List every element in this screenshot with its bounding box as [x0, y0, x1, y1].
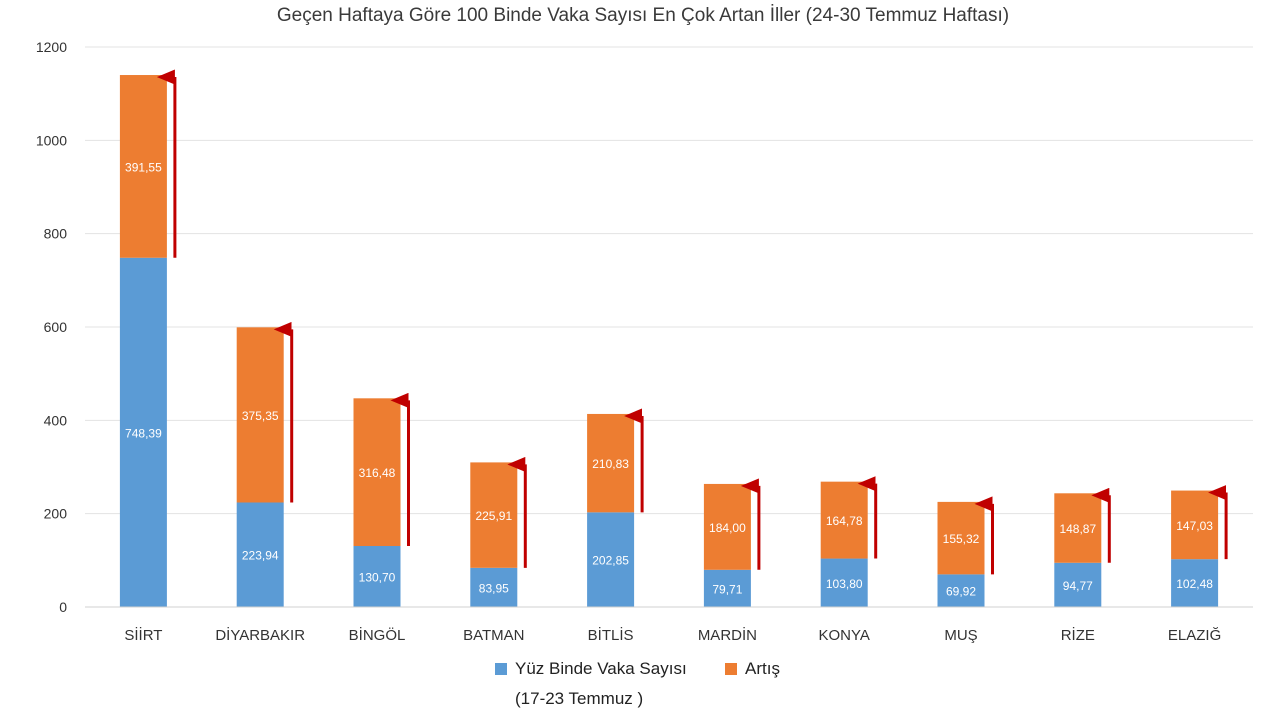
data-label-increase-7: 155,32: [943, 532, 980, 546]
x-tick-label-0: SİİRT: [124, 626, 162, 644]
bar-increase-8: [1054, 493, 1102, 563]
x-tick-label-2: BİNGÖL: [349, 626, 406, 644]
data-label-cases-2: 130,70: [359, 571, 396, 585]
data-label-increase-6: 164,78: [826, 514, 863, 528]
data-label-cases-1: 223,94: [242, 549, 279, 563]
x-tick-label-7: MUŞ: [944, 627, 977, 644]
bar-cases-6: [820, 558, 868, 607]
x-tick-label-8: RİZE: [1061, 626, 1095, 644]
legend-swatch-increase: [725, 663, 737, 675]
legend-swatch-cases: [495, 663, 507, 675]
legend-item-cases: Yüz Binde Vaka Sayısı: [495, 659, 687, 679]
y-tick-label-600: 600: [44, 319, 68, 335]
y-tick-label-1000: 1000: [36, 132, 67, 148]
x-tick-label-5: MARDİN: [698, 626, 757, 644]
bar-increase-0: [119, 75, 167, 258]
data-label-cases-3: 83,95: [479, 581, 509, 595]
bar-cases-7: [937, 574, 985, 607]
data-label-increase-4: 210,83: [592, 457, 629, 471]
bar-increase-6: [820, 481, 868, 559]
bar-cases-3: [470, 567, 518, 607]
y-axis: 0 200 400 600 800 1000 1200: [36, 39, 67, 615]
data-label-increase-0: 391,55: [125, 160, 162, 174]
data-label-increase-3: 225,91: [475, 509, 512, 523]
data-label-cases-8: 94,77: [1063, 579, 1093, 593]
bar-cases-4: [587, 512, 635, 607]
y-tick-label-800: 800: [44, 226, 68, 242]
data-label-cases-5: 79,71: [712, 582, 742, 596]
legend-label-cases-period: (17-23 Temmuz ): [515, 689, 644, 708]
y-tick-label-200: 200: [44, 506, 68, 522]
bar-increase-5: [703, 483, 751, 570]
data-label-increase-9: 147,03: [1176, 519, 1213, 533]
data-label-cases-7: 69,92: [946, 585, 976, 599]
bar-increase-3: [470, 462, 518, 568]
x-tick-label-3: BATMAN: [463, 627, 524, 644]
bar-cases-5: [703, 569, 751, 607]
bar-increase-7: [937, 501, 985, 575]
chart-title: Geçen Haftaya Göre 100 Binde Vaka Sayısı…: [277, 5, 1009, 26]
x-tick-label-6: KONYA: [818, 627, 869, 644]
bar-cases-9: [1171, 559, 1219, 607]
legend-label-increase: Artış: [745, 659, 780, 678]
bars: 748,39 391,55 223,94 375,35 130,70 316,48 83,9…: [119, 75, 1219, 607]
bar-cases-2: [353, 546, 401, 607]
legend-item-increase: Artış: [725, 659, 780, 679]
data-label-cases-6: 103,80: [826, 577, 863, 591]
x-tick-label-1: DİYARBAKIR: [215, 626, 305, 644]
increase-arrows: [156, 69, 1228, 575]
x-axis: SİİRT DİYARBAKIR BİNGÖL BATMAN BİTLİS MARDİN K…: [85, 606, 1253, 644]
bar-increase-1: [236, 327, 284, 503]
data-label-increase-2: 316,48: [359, 466, 396, 480]
bar-cases-8: [1054, 562, 1102, 607]
bar-increase-9: [1171, 490, 1219, 560]
y-tick-label-1200: 1200: [36, 39, 67, 55]
y-tick-label-0: 0: [59, 599, 67, 615]
legend: Yüz Binde Vaka Sayısı Artış (17-23 Temmu…: [495, 659, 895, 719]
data-label-cases-0: 748,39: [125, 426, 162, 440]
legend-label-cases: Yüz Binde Vaka Sayısı: [515, 659, 687, 678]
bar-increase-4: [587, 413, 635, 513]
bar-increase-2: [353, 398, 401, 547]
data-label-cases-9: 102,48: [1176, 577, 1213, 591]
data-label-cases-4: 202,85: [592, 554, 629, 568]
bar-cases-0: [119, 257, 167, 607]
data-label-increase-8: 148,87: [1059, 522, 1096, 536]
x-tick-label-4: BİTLİS: [588, 626, 634, 644]
data-label-increase-1: 375,35: [242, 409, 279, 423]
bar-cases-1: [236, 502, 284, 607]
x-tick-label-9: ELAZIĞ: [1168, 627, 1221, 644]
data-label-increase-5: 184,00: [709, 521, 746, 535]
y-tick-label-400: 400: [44, 412, 68, 428]
